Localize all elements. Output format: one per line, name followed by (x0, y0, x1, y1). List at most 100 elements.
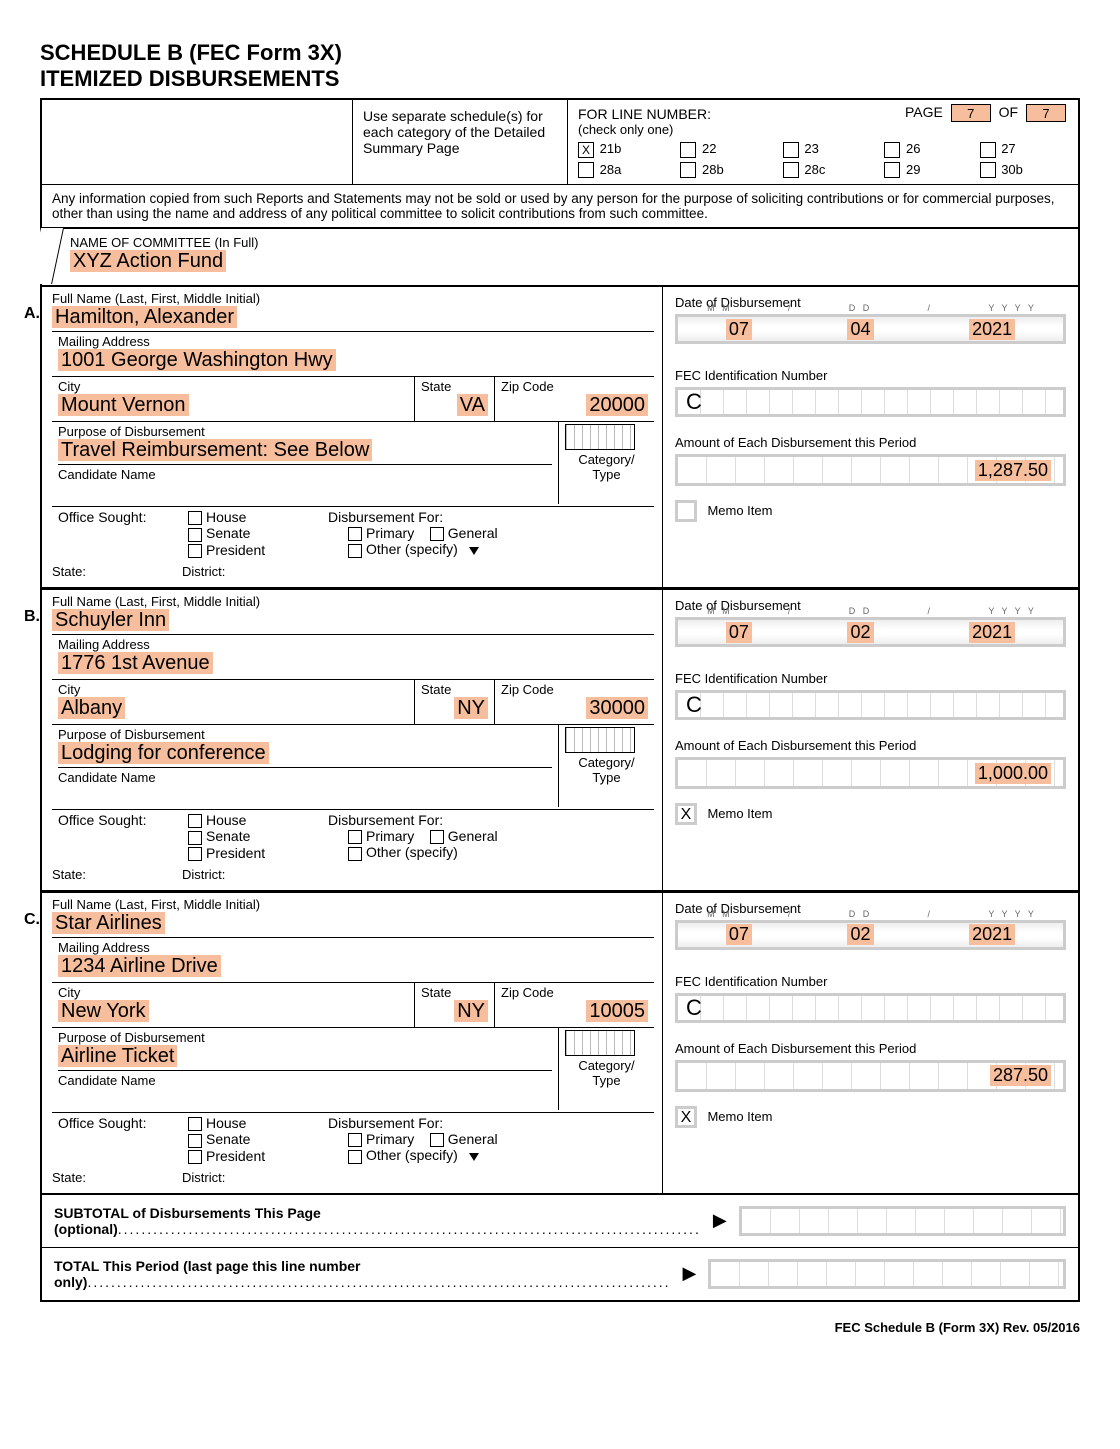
total-amount[interactable] (708, 1259, 1066, 1289)
page-current[interactable]: 7 (951, 104, 991, 122)
arrow-icon: ▶ (713, 1210, 727, 1231)
city-value[interactable]: Albany (58, 697, 125, 719)
state-value[interactable]: NY (454, 697, 488, 719)
line-checkbox-23[interactable] (783, 142, 799, 158)
memo-label: Memo Item (707, 1109, 772, 1124)
other-checkbox[interactable] (348, 544, 362, 558)
subtotal-amount[interactable] (739, 1206, 1066, 1236)
mailing-address[interactable]: 1234 Airline Drive (58, 955, 221, 977)
purpose-value[interactable]: Lodging for conference (58, 742, 269, 764)
city-value[interactable]: Mount Vernon (58, 394, 189, 416)
memo-checkbox[interactable]: X (675, 803, 697, 825)
house-checkbox[interactable] (188, 511, 202, 525)
candidate-label: Candidate Name (58, 767, 552, 785)
senate-checkbox[interactable] (188, 831, 202, 845)
arrow-icon: ▶ (683, 1263, 697, 1284)
senate-checkbox[interactable] (188, 528, 202, 542)
payee-name[interactable]: Star Airlines (52, 912, 165, 934)
check-only-one: (check only one) (578, 122, 1068, 137)
fec-id-box[interactable]: C (675, 690, 1066, 720)
line-checkbox-22[interactable] (680, 142, 696, 158)
date-box[interactable]: M M/D D/Y Y Y Y 07022021 (675, 617, 1066, 647)
primary-checkbox[interactable] (348, 527, 362, 541)
primary-checkbox[interactable] (348, 830, 362, 844)
date-box[interactable]: M M/D D/Y Y Y Y 07042021 (675, 314, 1066, 344)
house-checkbox[interactable] (188, 1117, 202, 1131)
fec-label: FEC Identification Number (675, 974, 1066, 989)
senate-checkbox[interactable] (188, 1134, 202, 1148)
category-label: Category/Type (565, 755, 648, 785)
office-label: Office Sought: (52, 507, 182, 564)
category-box[interactable] (565, 727, 635, 753)
form-body: Use separate schedule(s) for each catego… (40, 98, 1080, 1302)
district-label: District: (182, 1170, 225, 1185)
mailing-address[interactable]: 1776 1st Avenue (58, 652, 213, 674)
president-checkbox[interactable] (188, 544, 202, 558)
fec-label: FEC Identification Number (675, 368, 1066, 383)
line-checkbox-26[interactable] (884, 142, 900, 158)
mailing-address[interactable]: 1001 George Washington Hwy (58, 349, 336, 371)
general-checkbox[interactable] (430, 830, 444, 844)
memo-label: Memo Item (707, 806, 772, 821)
city-label: City (58, 682, 408, 697)
memo-checkbox[interactable]: X (675, 1106, 697, 1128)
state-field-label: State: (52, 564, 182, 579)
line-checkbox-28b[interactable] (680, 162, 696, 178)
page-label: PAGE (905, 104, 943, 120)
date-box[interactable]: M M/D D/Y Y Y Y 07022021 (675, 920, 1066, 950)
fullname-label: Full Name (Last, First, Middle Initial) (52, 897, 654, 912)
page-number-row: PAGE 7 OF 7 (905, 104, 1070, 122)
committee-name[interactable]: XYZ Action Fund (70, 250, 226, 272)
other-checkbox[interactable] (348, 847, 362, 861)
amount-label: Amount of Each Disbursement this Period (675, 738, 1066, 753)
zip-label: Zip Code (501, 682, 648, 697)
zip-value[interactable]: 20000 (586, 394, 648, 416)
payee-name[interactable]: Schuyler Inn (52, 609, 169, 631)
other-checkbox[interactable] (348, 1150, 362, 1164)
memo-label: Memo Item (707, 503, 772, 518)
purpose-value[interactable]: Travel Reimbursement: See Below (58, 439, 372, 461)
president-checkbox[interactable] (188, 847, 202, 861)
amount-box[interactable]: 1,287.50 (675, 454, 1066, 486)
state-value[interactable]: NY (454, 1000, 488, 1022)
fullname-label: Full Name (Last, First, Middle Initial) (52, 594, 654, 609)
memo-checkbox[interactable] (675, 500, 697, 522)
line-checkbox-28a[interactable] (578, 162, 594, 178)
line-checkbox-27[interactable] (980, 142, 996, 158)
purpose-value[interactable]: Airline Ticket (58, 1045, 177, 1067)
line-checkbox-30b[interactable] (980, 162, 996, 178)
general-checkbox[interactable] (430, 527, 444, 541)
president-checkbox[interactable] (188, 1150, 202, 1164)
category-label: Category/Type (565, 1058, 648, 1088)
district-label: District: (182, 867, 225, 882)
fec-id-box[interactable]: C (675, 993, 1066, 1023)
state-value[interactable]: VA (457, 394, 488, 416)
line-checkbox-21b[interactable]: X (578, 142, 594, 158)
category-box[interactable] (565, 1030, 635, 1056)
line-checkbox-29[interactable] (884, 162, 900, 178)
line-checkbox-28c[interactable] (783, 162, 799, 178)
primary-checkbox[interactable] (348, 1133, 362, 1147)
amount-label: Amount of Each Disbursement this Period (675, 1041, 1066, 1056)
form-page: SCHEDULE B (FEC Form 3X) ITEMIZED DISBUR… (40, 40, 1080, 1335)
fec-id-box[interactable]: C (675, 387, 1066, 417)
purpose-label: Purpose of Disbursement (58, 1030, 552, 1045)
zip-label: Zip Code (501, 379, 648, 394)
amount-box[interactable]: 287.50 (675, 1060, 1066, 1092)
house-checkbox[interactable] (188, 814, 202, 828)
page-total[interactable]: 7 (1026, 104, 1066, 122)
footer-text: FEC Schedule B (Form 3X) Rev. 05/2016 (835, 1320, 1080, 1335)
payee-name[interactable]: Hamilton, Alexander (52, 306, 237, 328)
zip-value[interactable]: 30000 (586, 697, 648, 719)
fec-label: FEC Identification Number (675, 671, 1066, 686)
entry-A.: A. Full Name (Last, First, Middle Initia… (42, 287, 1078, 590)
city-value[interactable]: New York (58, 1000, 149, 1022)
fullname-label: Full Name (Last, First, Middle Initial) (52, 291, 654, 306)
entry-marker: A. (24, 305, 40, 323)
zip-value[interactable]: 10005 (586, 1000, 648, 1022)
amount-box[interactable]: 1,000.00 (675, 757, 1066, 789)
category-label: Category/Type (565, 452, 648, 482)
entry-C.: C. Full Name (Last, First, Middle Initia… (42, 893, 1078, 1195)
category-box[interactable] (565, 424, 635, 450)
general-checkbox[interactable] (430, 1133, 444, 1147)
